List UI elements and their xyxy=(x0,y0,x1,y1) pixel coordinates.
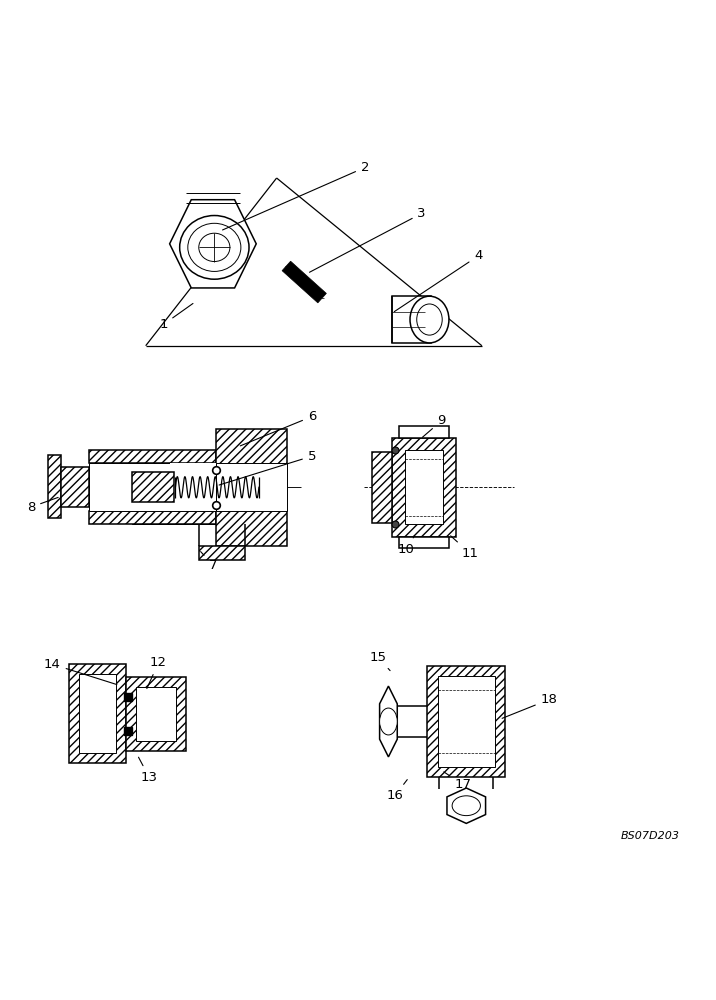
Polygon shape xyxy=(79,674,116,753)
Polygon shape xyxy=(216,463,287,511)
Polygon shape xyxy=(132,463,216,524)
Text: 14: 14 xyxy=(44,658,117,685)
Text: 9: 9 xyxy=(422,414,445,437)
Polygon shape xyxy=(89,511,216,524)
Polygon shape xyxy=(89,450,216,463)
Text: 16: 16 xyxy=(387,780,407,802)
Text: 3: 3 xyxy=(309,207,426,272)
Text: 6: 6 xyxy=(241,410,316,446)
Text: BS07D203: BS07D203 xyxy=(621,831,680,841)
Polygon shape xyxy=(69,664,126,763)
Ellipse shape xyxy=(379,708,397,735)
Polygon shape xyxy=(447,788,485,823)
Polygon shape xyxy=(372,452,392,523)
Bar xyxy=(89,463,216,511)
Polygon shape xyxy=(132,472,174,502)
Ellipse shape xyxy=(188,223,241,271)
Ellipse shape xyxy=(417,304,442,335)
Ellipse shape xyxy=(452,796,480,816)
Polygon shape xyxy=(392,296,431,343)
Text: 11: 11 xyxy=(450,536,478,560)
Polygon shape xyxy=(170,200,256,288)
Polygon shape xyxy=(282,261,326,303)
Polygon shape xyxy=(438,676,495,767)
Text: 17: 17 xyxy=(444,772,471,791)
Text: 15: 15 xyxy=(369,651,390,671)
Polygon shape xyxy=(216,429,287,546)
Text: 5: 5 xyxy=(219,450,316,485)
Text: 18: 18 xyxy=(502,693,558,718)
Polygon shape xyxy=(170,463,216,511)
Text: 8: 8 xyxy=(27,497,58,514)
Ellipse shape xyxy=(410,296,449,343)
Ellipse shape xyxy=(180,216,249,279)
Text: 12: 12 xyxy=(147,656,167,689)
Polygon shape xyxy=(61,467,89,507)
Polygon shape xyxy=(199,546,245,560)
Text: 2: 2 xyxy=(223,161,369,230)
Polygon shape xyxy=(405,450,443,524)
Polygon shape xyxy=(379,686,397,757)
Polygon shape xyxy=(126,677,186,751)
Text: 7: 7 xyxy=(200,552,217,572)
Text: 13: 13 xyxy=(138,757,158,784)
Polygon shape xyxy=(136,687,176,741)
Polygon shape xyxy=(399,537,449,548)
Text: 1: 1 xyxy=(159,303,193,331)
Polygon shape xyxy=(392,438,455,537)
Polygon shape xyxy=(48,455,61,518)
Polygon shape xyxy=(427,666,505,777)
Polygon shape xyxy=(399,426,449,438)
Text: 10: 10 xyxy=(397,536,415,556)
Ellipse shape xyxy=(199,233,230,262)
Text: 4: 4 xyxy=(395,249,483,312)
